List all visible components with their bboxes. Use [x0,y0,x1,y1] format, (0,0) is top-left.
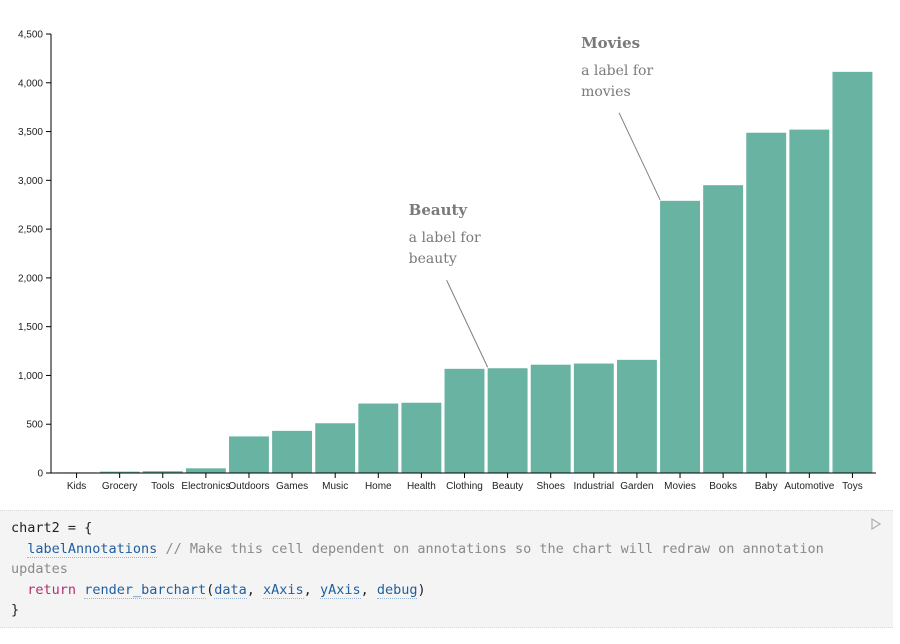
x-tick-label: Home [365,481,392,492]
bar-chart: 0 500 1,000 1,500 2,000 2,500 3,000 3,500 4,000 4… [18,30,876,492]
code-line-1: chart2 = { [11,518,893,539]
x-tick-label: Outdoors [228,481,269,492]
annotation-text: a label for [409,230,481,246]
cell-closing-brace: } [11,602,20,619]
x-tick-label: Grocery [102,481,138,492]
x-tick-label: Garden [620,481,653,492]
render-barchart-ref[interactable]: render_barchart [84,581,207,599]
x-tick-label: Music [322,481,348,492]
arg-yaxis-ref[interactable]: yAxis [319,581,361,599]
y-tick-label: 1,500 [18,322,43,333]
bar-games [272,430,313,473]
annotation-title: Beauty [409,201,469,219]
x-tick-label: Baby [755,481,778,492]
annotation-connector [618,112,661,201]
play-icon[interactable] [871,518,881,530]
x-tick-label: Shoes [537,481,565,492]
y-tick-label: 500 [26,420,43,431]
x-tick-label: Electronics [181,481,230,492]
bar-tools [142,471,183,473]
y-tick-label: 4,000 [18,78,43,89]
x-tick-label: Beauty [492,481,523,492]
y-tick-label: 2,500 [18,225,43,236]
code-comment: // Make this cell dependent on annotatio… [11,540,824,578]
arg-data-ref[interactable]: data [214,581,247,599]
annotation-movies: Movies a label for movies [581,34,661,201]
annotation-text: beauty [409,251,457,267]
cell-declaration: chart2 = { [11,520,93,536]
y-tick-label: 4,500 [18,30,43,41]
annotation-text: a label for [581,63,653,79]
bar-outdoors [229,436,269,473]
code-line-2: labelAnnotations // Make this cell depen… [11,539,871,580]
x-tick-label: Automotive [784,481,834,492]
x-tick-label: Toys [842,481,863,492]
x-tick-label: Books [709,481,737,492]
x-tick-label: Clothing [446,481,483,492]
code-line-3: return render_barchart(data, xAxis, yAxi… [27,581,426,599]
annotation-text: movies [581,84,631,100]
bar-health [401,402,442,473]
y-tick-label: 1,000 [18,371,43,382]
x-tick-label: Industrial [574,481,615,492]
y-tick-label: 2,000 [18,273,43,284]
annotation-title: Movies [581,34,640,52]
annotation-beauty: Beauty a label for beauty [409,201,489,368]
return-keyword: return [27,581,77,598]
arg-debug-ref[interactable]: debug [376,581,418,599]
y-tick-label: 0 [37,469,43,480]
bar-clothing [444,368,485,473]
bar-garden [616,359,657,473]
bar-automotive [789,129,830,473]
bar-baby [746,132,787,474]
bar-electronics [185,468,226,473]
y-tick-label: 3,500 [18,127,43,138]
x-tick-label: Games [276,481,308,492]
bar-toys [832,71,873,473]
x-tick-label: Kids [67,481,86,492]
bar-industrial [573,363,614,473]
x-tick-label: Health [407,481,436,492]
bar-beauty [487,368,528,473]
y-tick-label: 3,000 [18,176,43,187]
bar-movies [660,200,700,473]
arg-xaxis-ref[interactable]: xAxis [263,581,304,599]
bar-books [703,185,744,473]
bar-grocery [99,471,140,473]
bar-music [315,423,356,473]
x-tick-label: Tools [151,481,174,492]
bar-home [358,403,399,473]
code-cell[interactable]: chart2 = { labelAnnotations // Make this… [0,510,893,628]
chart-svg: 0 500 1,000 1,500 2,000 2,500 3,000 3,500 4,000 4… [18,30,876,492]
x-tick-label: Movies [664,481,696,492]
bar-shoes [530,364,571,473]
annotation-connector [446,280,489,368]
code-line-4: } [11,600,893,621]
label-annotations-ref[interactable]: labelAnnotations [27,540,158,558]
